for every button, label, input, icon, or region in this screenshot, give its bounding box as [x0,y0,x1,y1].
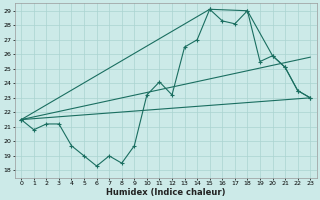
X-axis label: Humidex (Indice chaleur): Humidex (Indice chaleur) [106,188,226,197]
